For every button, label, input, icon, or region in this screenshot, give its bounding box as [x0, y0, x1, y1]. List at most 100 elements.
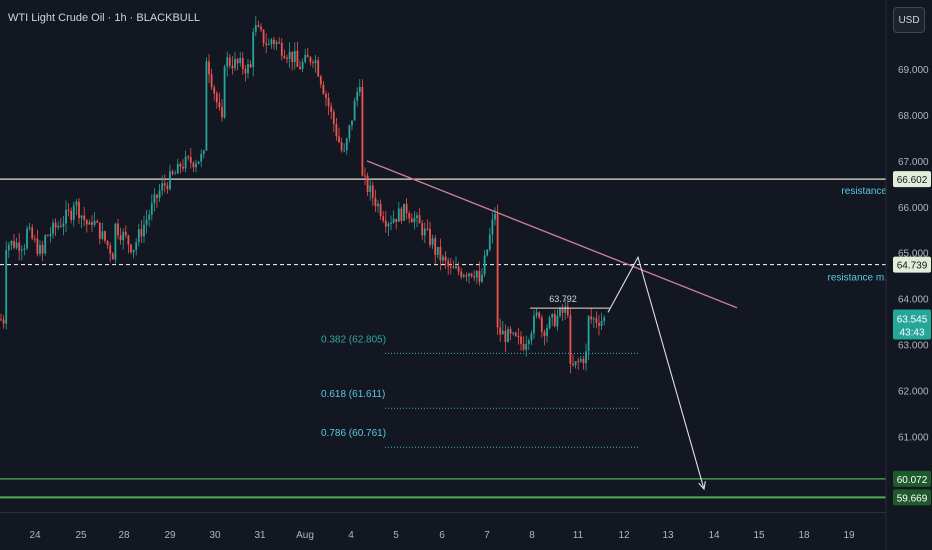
- candle-body: [252, 31, 255, 68]
- candle-body: [366, 175, 369, 192]
- x-tick-label: 13: [662, 530, 674, 541]
- candle-body: [416, 215, 418, 219]
- candle-body: [377, 203, 379, 207]
- candle-body: [75, 201, 78, 206]
- candle-body: [91, 222, 93, 225]
- candle-body: [20, 249, 23, 251]
- candle-body: [603, 317, 606, 322]
- candle-body: [548, 317, 551, 329]
- candle-body: [241, 57, 244, 69]
- candle-body: [517, 335, 520, 337]
- x-tick-label: 6: [439, 530, 445, 541]
- candle-body: [140, 229, 143, 237]
- candle-body: [299, 66, 301, 70]
- candle-body: [67, 209, 70, 211]
- candle-body: [13, 240, 15, 248]
- candle-body: [527, 340, 530, 344]
- candle-body: [449, 266, 452, 268]
- candle-body: [543, 331, 546, 336]
- candle-body: [309, 57, 312, 63]
- candle-body: [304, 54, 307, 62]
- candle-body: [143, 224, 145, 237]
- resistance-m-price-badge[interactable]: 64.739: [893, 256, 931, 273]
- candle-body: [483, 255, 486, 275]
- candle-body: [413, 218, 416, 223]
- descending-trendline[interactable]: [366, 160, 738, 309]
- candle-body: [585, 351, 587, 364]
- candle-body: [132, 249, 135, 253]
- support-price-badge-text: 60.072: [897, 475, 928, 486]
- candle-body: [205, 61, 208, 151]
- candle-body: [561, 308, 564, 313]
- candle-body: [158, 190, 161, 198]
- local-high-label: 63.792: [549, 294, 577, 304]
- candle-body: [223, 66, 226, 118]
- candle-body: [221, 107, 223, 118]
- candle-body: [496, 213, 499, 328]
- support-price-badge[interactable]: 59.669: [893, 489, 931, 506]
- candle-body: [96, 220, 99, 223]
- candle-body: [31, 227, 34, 239]
- candle-body: [288, 51, 291, 59]
- candle-body: [57, 225, 60, 228]
- candle-body: [36, 238, 39, 254]
- y-tick-label: 68.000: [898, 111, 929, 122]
- candle-body: [254, 25, 257, 32]
- candle-body: [93, 220, 96, 225]
- candle-body: [283, 55, 286, 59]
- candle-body: [306, 54, 309, 58]
- candle-body: [460, 271, 463, 277]
- candle-body: [260, 26, 262, 30]
- candle-body: [208, 61, 210, 75]
- candle-body: [278, 42, 281, 44]
- support-price-badge[interactable]: 60.072: [893, 470, 931, 487]
- candle-body: [564, 306, 567, 313]
- currency-button[interactable]: USD: [893, 7, 925, 33]
- candle-body: [322, 84, 325, 94]
- projection-arrow[interactable]: [607, 255, 705, 490]
- candle-body: [267, 44, 270, 46]
- candle-body: [249, 64, 252, 68]
- y-tick-label: 66.000: [898, 203, 929, 214]
- candle-body: [426, 228, 429, 230]
- candle-body: [202, 150, 205, 155]
- resistance-m-price-badge-bg: [893, 256, 931, 273]
- x-tick-label: 8: [529, 530, 535, 541]
- candle-body: [390, 222, 392, 224]
- candle-body: [23, 248, 26, 250]
- candle-body: [494, 213, 496, 220]
- candle-body: [236, 58, 239, 64]
- candle-body: [312, 62, 314, 64]
- candle-body: [512, 332, 515, 334]
- support-price-badge-bg: [893, 470, 931, 487]
- last-price-badge[interactable]: 63.545 43:43: [893, 309, 931, 340]
- candle-body: [429, 228, 431, 245]
- last-price-bg: [893, 309, 931, 340]
- candle-body: [436, 246, 439, 255]
- candle-body: [335, 124, 338, 137]
- candle-body: [280, 43, 283, 56]
- candle-body: [452, 266, 455, 269]
- fib-level-label: 0.382 (62.805): [321, 334, 386, 345]
- candle-body: [213, 87, 216, 94]
- candle-body: [468, 273, 470, 277]
- x-tick-label: 12: [618, 530, 630, 541]
- candle-body: [127, 235, 130, 245]
- candle-body: [70, 210, 73, 220]
- candle-body: [49, 234, 52, 236]
- candle-body: [148, 214, 151, 220]
- candle-body: [145, 219, 148, 225]
- candle-body: [65, 209, 67, 224]
- resistance-price-badge[interactable]: 66.602: [893, 171, 931, 188]
- candle-body: [10, 240, 13, 245]
- y-tick-label: 63.000: [898, 340, 929, 351]
- candle-body: [364, 175, 366, 177]
- y-tick-label: 65.000: [898, 249, 929, 260]
- candle-body: [330, 106, 333, 112]
- candle-body: [358, 86, 361, 92]
- candle-body: [176, 163, 179, 174]
- candle-body: [486, 249, 489, 256]
- candle-body: [314, 60, 317, 64]
- candle-body: [348, 125, 351, 139]
